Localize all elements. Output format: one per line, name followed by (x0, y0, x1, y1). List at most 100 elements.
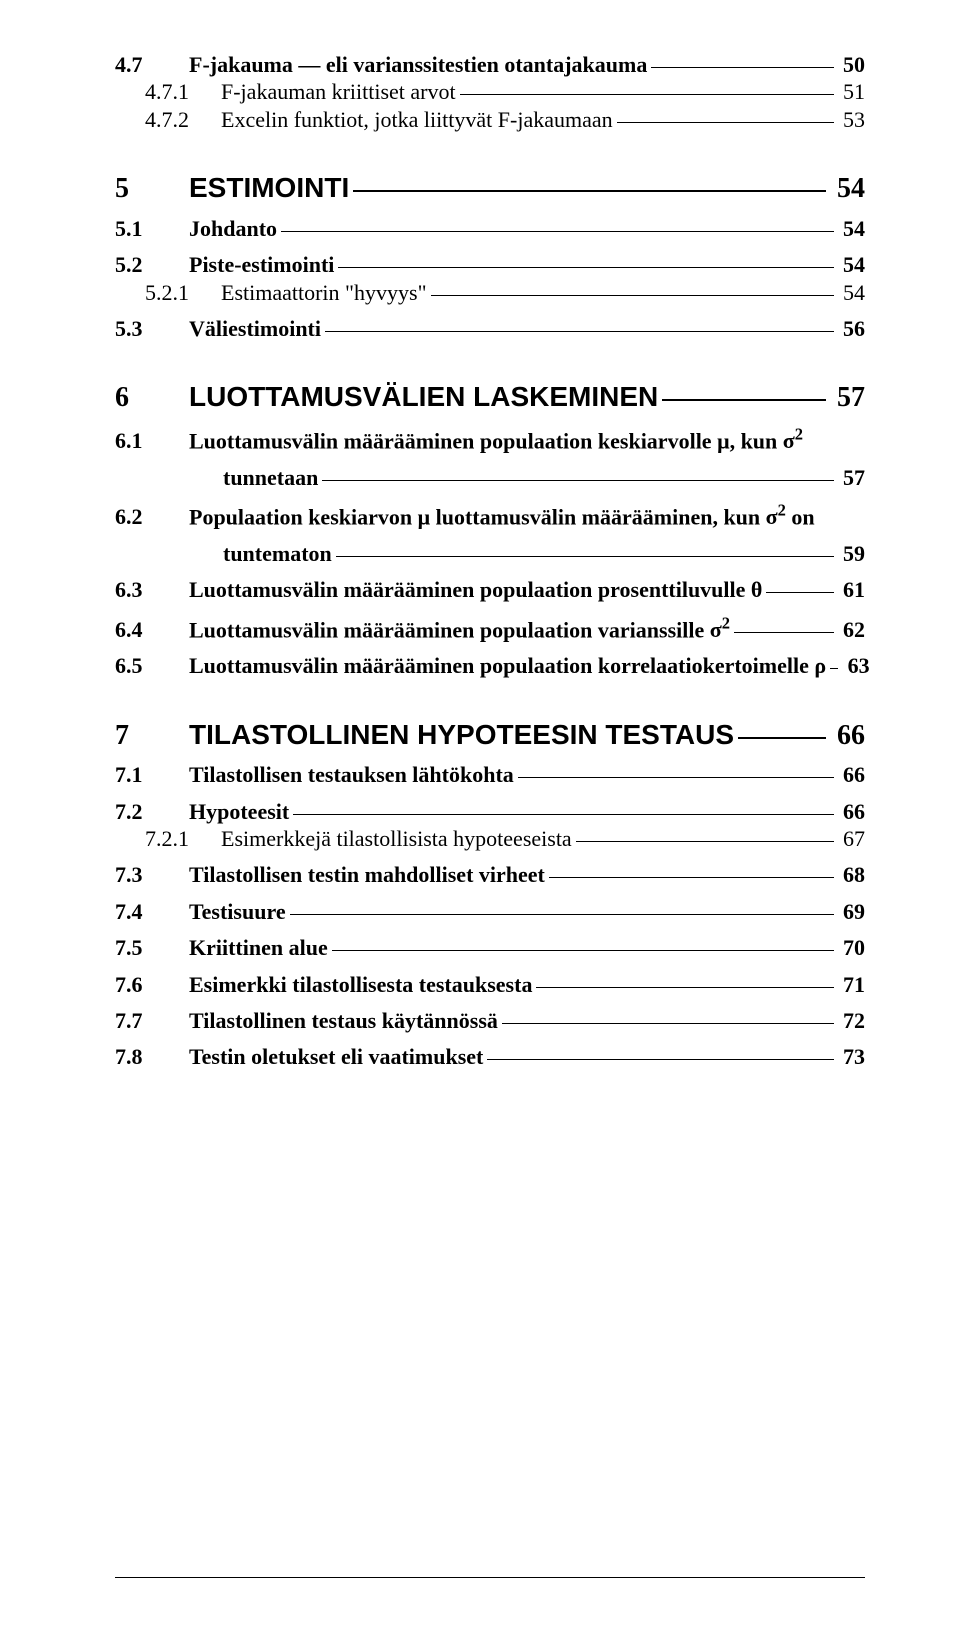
toc-entry: 7.2Hypoteesit 66 (115, 799, 865, 825)
toc-number: 6.5 (115, 653, 189, 679)
toc-entry: 5.2Piste-estimointi 54 (115, 252, 865, 278)
leader-line (353, 190, 826, 192)
toc-entry: 4.7.2Excelin funktiot, jotka liittyvät F… (115, 107, 865, 133)
toc-text: Luottamusvälin määrääminen populaation k… (189, 653, 826, 679)
leader-line (536, 987, 833, 988)
toc-entry: 6LUOTTAMUSVÄLIEN LASKEMINEN 57 (115, 380, 865, 415)
toc-text: LUOTTAMUSVÄLIEN LASKEMINEN (189, 380, 658, 415)
footer-rule (115, 1577, 865, 1578)
toc-text: Väliestimointi (189, 316, 321, 342)
toc-chapter-title: TILASTOLLINEN HYPOTEESIN TESTAUS (189, 719, 734, 750)
toc-entry: 4.7.1F-jakauman kriittiset arvot 51 (115, 79, 865, 105)
toc-chapter-title: ESTIMOINTI (189, 172, 349, 203)
toc-entry: 5.3Väliestimointi 56 (115, 316, 865, 342)
toc-text: F-jakauman kriittiset arvot (221, 79, 456, 105)
toc-page-number: 54 (830, 172, 865, 206)
toc-number: 6.3 (115, 577, 189, 603)
toc-entry-continuation: tuntematon 59 (115, 541, 865, 567)
toc-entry: 5.2.1Estimaattorin "hyvyys" 54 (115, 280, 865, 306)
toc-page-number: 68 (838, 862, 866, 888)
leader-line (487, 1059, 833, 1060)
leader-line (830, 668, 838, 669)
toc-number: 7.1 (115, 762, 189, 788)
toc-number: 7 (115, 719, 189, 753)
toc-number: 7.2 (115, 799, 189, 825)
toc-number: 7.6 (115, 972, 189, 998)
toc-entry: 7.2.1Esimerkkejä tilastollisista hypotee… (115, 826, 865, 852)
toc-entry: 6.2Populaation keskiarvon μ luottamusväl… (115, 501, 865, 531)
leader-line (338, 267, 833, 268)
leader-line (325, 331, 834, 332)
leader-line (502, 1023, 834, 1024)
toc-page-number: 71 (838, 972, 866, 998)
toc-text: Kriittinen alue (189, 935, 328, 961)
toc-page-number: 72 (838, 1008, 866, 1034)
leader-line (336, 556, 834, 557)
toc-text: TILASTOLLINEN HYPOTEESIN TESTAUS (189, 718, 734, 753)
leader-line (518, 777, 834, 778)
toc-page-number: 53 (838, 107, 866, 133)
toc-text: Populaation keskiarvon μ luottamusvälin … (189, 501, 815, 531)
leader-line (766, 592, 833, 593)
toc-page-number: 50 (838, 52, 866, 78)
toc-page-number: 57 (838, 465, 866, 491)
toc-entry: 4.7F-jakauma — eli varianssitestien otan… (115, 52, 865, 78)
toc-text: Luottamusvälin määrääminen populaation v… (189, 614, 730, 644)
toc-entry: 7.1Tilastollisen testauksen lähtökohta 6… (115, 762, 865, 788)
toc-page-number: 63 (842, 653, 870, 679)
toc-page-number: 59 (838, 541, 866, 567)
toc-text-continuation: tuntematon (223, 541, 332, 567)
toc-entry: 5.1Johdanto 54 (115, 216, 865, 242)
toc-text: Luottamusvälin määrääminen populaation p… (189, 577, 762, 603)
toc-text: Excelin funktiot, jotka liittyvät F-jaka… (221, 107, 613, 133)
toc-page-number: 70 (838, 935, 866, 961)
toc-page-number: 66 (838, 799, 866, 825)
mu-symbol: μ (418, 504, 430, 529)
leader-line (332, 950, 834, 951)
toc-text: Esimerkkejä tilastollisista hypoteeseist… (221, 826, 572, 852)
toc-entry: 7.3Tilastollisen testin mahdolliset virh… (115, 862, 865, 888)
sigma-symbol: σ2 (783, 428, 803, 453)
toc-entry-continuation: tunnetaan 57 (115, 465, 865, 491)
toc-number: 7.8 (115, 1044, 189, 1070)
leader-line (738, 737, 826, 739)
toc-page-number: 66 (838, 762, 866, 788)
toc-text: Tilastollisen testin mahdolliset virheet (189, 862, 545, 888)
superscript: 2 (722, 614, 730, 633)
toc-text: Tilastollinen testaus käytännössä (189, 1008, 498, 1034)
toc-entry: 6.4Luottamusvälin määrääminen populaatio… (115, 614, 865, 644)
toc-text: Luottamusvälin määrääminen populaation k… (189, 425, 803, 455)
leader-line (281, 231, 833, 232)
toc-page-number: 51 (838, 79, 866, 105)
leader-line (549, 877, 834, 878)
leader-line (576, 841, 834, 842)
leader-line (734, 632, 834, 633)
toc-page-number: 67 (838, 826, 866, 852)
rho-symbol: ρ (814, 653, 826, 678)
toc-text: Piste-estimointi (189, 252, 334, 278)
toc-number: 6.4 (115, 617, 189, 643)
toc-text: Hypoteesit (189, 799, 289, 825)
toc-number: 7.2.1 (115, 826, 221, 852)
toc-text: F-jakauma — eli varianssitestien otantaj… (189, 52, 647, 78)
leader-line (617, 122, 834, 123)
leader-line (293, 814, 833, 815)
toc-page-number: 56 (838, 316, 866, 342)
toc-chapter-title: LUOTTAMUSVÄLIEN LASKEMINEN (189, 381, 658, 412)
toc-text: ESTIMOINTI (189, 171, 349, 206)
toc-number: 7.3 (115, 862, 189, 888)
toc-number: 6.1 (115, 428, 189, 454)
toc-number: 7.4 (115, 899, 189, 925)
toc-page-number: 61 (838, 577, 866, 603)
toc-entry: 6.3Luottamusvälin määrääminen populaatio… (115, 577, 865, 603)
page: 4.7F-jakauma — eli varianssitestien otan… (0, 0, 960, 1633)
toc-entry: 7.8Testin oletukset eli vaatimukset 73 (115, 1044, 865, 1070)
sigma-symbol: σ2 (766, 504, 786, 529)
toc-entry: 7.6Esimerkki tilastollisesta testauksest… (115, 972, 865, 998)
superscript: 2 (795, 425, 803, 444)
toc-number: 4.7.2 (115, 107, 221, 133)
theta-symbol: θ (751, 577, 762, 602)
toc-text: Tilastollisen testauksen lähtökohta (189, 762, 514, 788)
leader-line (290, 914, 834, 915)
table-of-contents: 4.7F-jakauma — eli varianssitestien otan… (115, 52, 865, 1071)
